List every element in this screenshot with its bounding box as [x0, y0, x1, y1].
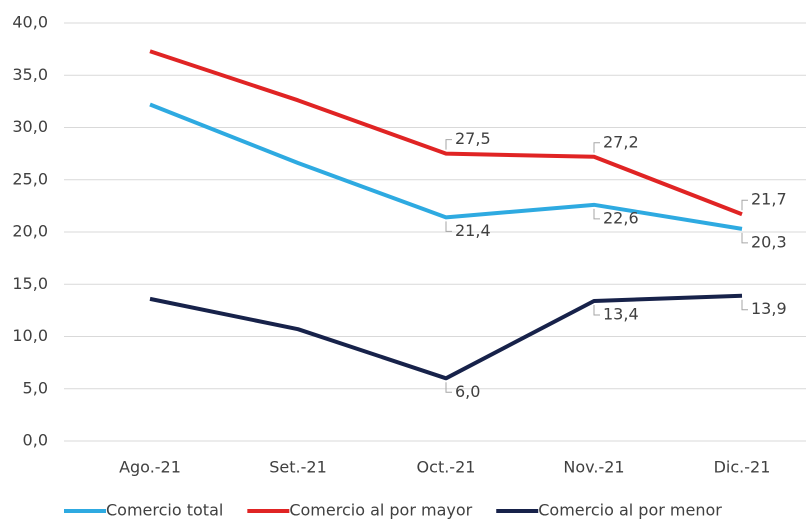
leader-line [741, 232, 748, 244]
data-label: 21,7 [751, 190, 787, 209]
y-tick-label: 10,0 [12, 326, 48, 345]
legend-label: Comercio al por menor [538, 501, 722, 520]
leader-line [593, 208, 600, 220]
x-tick-label: Nov.-21 [563, 458, 624, 477]
leader-line [593, 304, 600, 316]
y-tick-label: 30,0 [12, 117, 48, 136]
data-label: 13,9 [751, 299, 787, 318]
leader-line [445, 382, 452, 393]
x-tick-label: Dic.-21 [714, 458, 771, 477]
x-tick-label: Ago.-21 [119, 458, 181, 477]
leader-line [741, 299, 748, 311]
legend-label: Comercio al por mayor [289, 501, 472, 520]
leader-line [741, 199, 748, 211]
data-label: 20,3 [751, 232, 787, 251]
series-line [149, 49, 743, 217]
y-tick-label: 0,0 [23, 431, 48, 450]
series-line [149, 102, 743, 231]
y-tick-label: 5,0 [23, 378, 48, 397]
leader-line [445, 221, 452, 232]
x-tick-label: Oct.-21 [417, 458, 476, 477]
data-label: 27,5 [455, 129, 491, 148]
data-label: 27,2 [603, 132, 639, 151]
series-line [149, 293, 743, 381]
x-tick-label: Set.-21 [269, 458, 327, 477]
y-tick-label: 25,0 [12, 169, 48, 188]
y-tick-label: 20,0 [12, 222, 48, 241]
y-tick-label: 40,0 [12, 13, 48, 32]
legend-label: Comercio total [106, 501, 223, 520]
data-label: 6,0 [455, 382, 480, 401]
data-label: 22,6 [603, 208, 639, 227]
leader-line [593, 142, 600, 153]
y-tick-label: 15,0 [12, 274, 48, 293]
data-label: 21,4 [455, 221, 491, 240]
leader-line [445, 139, 452, 150]
y-tick-label: 35,0 [12, 65, 48, 84]
data-label: 13,4 [603, 304, 639, 323]
